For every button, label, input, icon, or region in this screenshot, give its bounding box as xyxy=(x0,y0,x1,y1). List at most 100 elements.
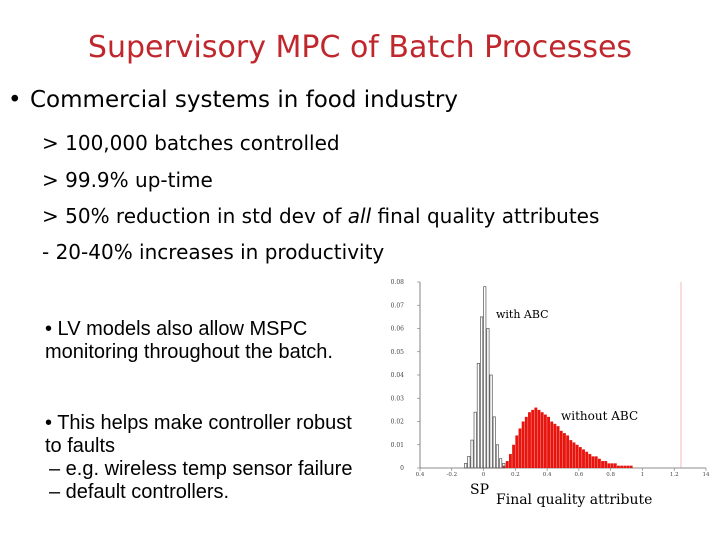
sub-point-prefix: - xyxy=(42,240,56,264)
sub-point-batches: > 100,000 batches controlled xyxy=(42,131,340,155)
bar-without-abc xyxy=(486,328,490,469)
histogram-chart: 0.08 0.07 0.06 0.05 0.04 0.03 0.02 0.01 0 0.4 -0.2… xyxy=(391,279,710,508)
bar-with-abc xyxy=(559,430,563,468)
sub-point-prefix: > xyxy=(42,131,66,155)
bar-with-abc xyxy=(572,442,576,468)
bar-with-abc xyxy=(515,435,519,468)
bar-with-abc xyxy=(626,465,630,468)
bar-with-abc xyxy=(607,463,611,468)
bar-without-abc xyxy=(473,411,477,469)
y-tick-label: 0.03 xyxy=(391,395,405,402)
bullet-robust-example: – e.g. wireless temp sensor failure – de… xyxy=(49,458,353,503)
bar-with-abc xyxy=(531,409,535,468)
bar-with-abc xyxy=(518,428,522,468)
bar-without-abc xyxy=(467,456,471,469)
annotation-with-abc: with ABC xyxy=(496,308,549,321)
bar-with-abc xyxy=(617,465,620,468)
bar-without-abc xyxy=(499,458,503,469)
bullet-robust: • This helps make controller robust to f… xyxy=(45,412,365,504)
y-tick-label: 0.02 xyxy=(391,419,405,426)
bar-with-abc xyxy=(569,440,573,468)
sub-point-text: 50% reduction in std dev of xyxy=(65,204,348,228)
bar-without-abc xyxy=(483,286,487,469)
main-bullet: • Commercial systems in food industry xyxy=(8,87,458,113)
y-tick-label: 0.05 xyxy=(391,349,405,356)
bar-with-abc xyxy=(556,426,560,468)
y-tick-label: 0 xyxy=(400,465,404,472)
y-tick-label: 0.07 xyxy=(391,302,405,309)
bar-with-abc xyxy=(575,444,579,468)
sub-point-prefix: > xyxy=(42,168,66,192)
bar-with-abc xyxy=(524,416,528,468)
sub-point-uptime: > 99.9% up-time xyxy=(42,168,213,192)
bar-with-abc xyxy=(620,465,624,468)
bullet-lv-models: • LV models also allow MSPC monitoring t… xyxy=(45,318,333,363)
bar-with-abc xyxy=(505,461,509,468)
bar-without-abc xyxy=(489,374,493,469)
x-tick-label: 0.2 xyxy=(511,472,520,478)
y-tick-label: 0.04 xyxy=(391,372,405,379)
bar-with-abc xyxy=(613,463,617,468)
bar-with-abc xyxy=(594,456,598,468)
bar-with-abc xyxy=(540,412,544,468)
x-tick-label: -0.2 xyxy=(446,472,457,478)
x-tick-label: 0.4 xyxy=(416,472,425,478)
bar-with-abc xyxy=(508,454,512,468)
bar-without-abc xyxy=(492,416,496,469)
bullet-dot: • xyxy=(8,87,22,113)
sub-point-emphasis: all xyxy=(347,204,372,228)
bar-with-abc xyxy=(585,451,589,468)
sub-point-text: 100,000 batches controlled xyxy=(65,131,340,155)
bar-with-abc xyxy=(597,458,601,468)
sub-point-productivity: - 20-40% increases in productivity xyxy=(42,240,384,264)
sub-point-text: 99.9% up-time xyxy=(65,168,213,192)
bar-without-abc xyxy=(476,363,480,469)
bar-with-abc xyxy=(588,454,592,468)
bar-with-abc xyxy=(547,416,550,468)
sub-point-suffix: final quality attributes xyxy=(371,204,600,228)
bar-with-abc xyxy=(578,447,582,468)
bar-with-abc xyxy=(550,421,554,468)
bar-with-abc xyxy=(591,456,595,468)
x-tick-label: 0.8 xyxy=(606,472,615,478)
sub-point-prefix: > xyxy=(42,204,66,228)
bar-without-abc xyxy=(464,463,468,469)
x-tick-label: 0.4 xyxy=(543,472,552,478)
y-tick-label: 0.08 xyxy=(391,279,405,286)
bar-with-abc xyxy=(604,461,608,468)
annotation-without-abc: without ABC xyxy=(561,409,638,423)
sub-point-text: 20-40% increases in productivity xyxy=(55,240,385,264)
sub-point-std-dev: > 50% reduction in std dev of all final … xyxy=(42,204,599,228)
slide-title: Supervisory MPC of Batch Processes xyxy=(87,30,633,65)
bar-with-abc xyxy=(534,407,538,468)
bar-with-abc xyxy=(601,461,605,468)
sp-label: SP xyxy=(470,482,489,498)
bullet-robust-line: • This helps make controller robust to f… xyxy=(45,412,352,457)
bar-with-abc xyxy=(537,409,541,468)
y-tick-label: 0.06 xyxy=(391,326,405,333)
x-tick-label: 14 xyxy=(703,472,710,478)
bar-without-abc xyxy=(480,316,484,469)
bar-with-abc xyxy=(566,435,570,468)
bar-with-abc xyxy=(502,465,506,468)
bar-with-abc xyxy=(623,465,627,468)
x-axis-label: Final quality attribute xyxy=(496,492,652,508)
bar-with-abc xyxy=(582,449,585,468)
bar-with-abc xyxy=(629,465,633,468)
bar-without-abc xyxy=(502,463,506,469)
bar-with-abc xyxy=(610,463,614,468)
bar-with-abc xyxy=(521,421,525,468)
bar-with-abc xyxy=(553,423,557,468)
bar-with-abc xyxy=(543,414,547,468)
x-tick-label: 0 xyxy=(482,472,486,478)
y-tick-label: 0.01 xyxy=(391,442,404,449)
x-tick-label: 1.2 xyxy=(670,472,679,478)
bar-with-abc xyxy=(512,444,516,468)
main-bullet-text: Commercial systems in food industry xyxy=(30,87,458,113)
x-tick-label: 1 xyxy=(641,472,645,478)
bar-without-abc xyxy=(470,439,474,469)
bar-without-abc xyxy=(495,444,499,469)
bar-with-abc xyxy=(528,412,531,468)
bar-with-abc xyxy=(563,433,566,468)
x-tick-label: 0.6 xyxy=(575,472,584,478)
